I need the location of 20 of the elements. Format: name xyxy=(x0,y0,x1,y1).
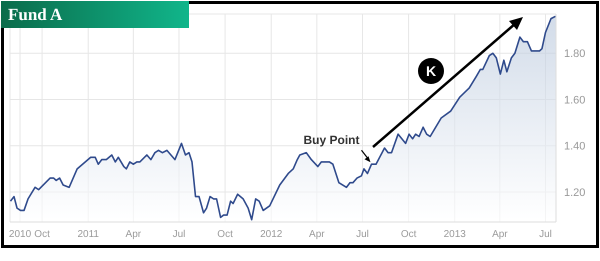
x-tick-label: 2011 xyxy=(77,229,100,240)
y-tick-label: 1.60 xyxy=(564,94,586,106)
x-tick-label: 2010 xyxy=(8,229,32,240)
annotation: K xyxy=(426,63,436,79)
x-tick-label: 2012 xyxy=(260,229,283,240)
x-tick-label: Oct xyxy=(400,229,417,240)
x-tick-label: Oct xyxy=(34,229,50,240)
x-tick-label: Apr xyxy=(309,229,326,240)
y-tick-label: 1.40 xyxy=(564,140,586,153)
y-tick-label: 1.80 xyxy=(564,48,586,60)
y-tick-label: 1.20 xyxy=(564,186,586,199)
x-tick-label: Jul xyxy=(356,229,369,240)
x-tick-label: Jul xyxy=(539,229,552,240)
chart-title: Fund A xyxy=(8,4,62,26)
x-tick-label: Jul xyxy=(172,229,186,240)
x-tick-label: Apr xyxy=(492,229,508,240)
x-tick-label: 2013 xyxy=(444,229,466,240)
x-tick-label: Apr xyxy=(126,229,142,240)
x-tick-label: Oct xyxy=(217,229,234,240)
annotation: Buy Point xyxy=(303,133,360,148)
